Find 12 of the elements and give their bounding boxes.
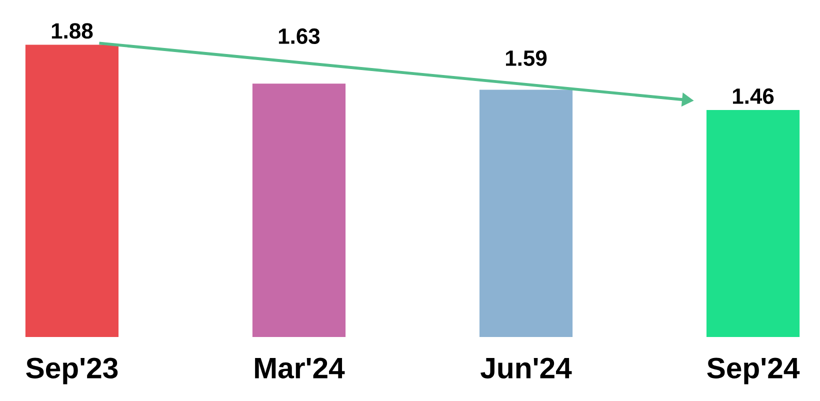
- data-label: 1.63: [278, 28, 320, 44]
- bar: [706, 110, 800, 337]
- x-tick-label: Mar'24: [255, 358, 345, 378]
- x-tick-label: Sep'24: [707, 358, 800, 384]
- x-tick-label: Jun'24: [480, 358, 572, 378]
- data-label: 1.59: [506, 50, 547, 66]
- data-label: 1.88: [52, 23, 93, 39]
- data-label: 1.46: [733, 88, 774, 104]
- bar: [25, 44, 119, 337]
- bar: [479, 90, 573, 337]
- x-tick-label: Sep'23: [26, 358, 118, 384]
- bar: [252, 84, 346, 337]
